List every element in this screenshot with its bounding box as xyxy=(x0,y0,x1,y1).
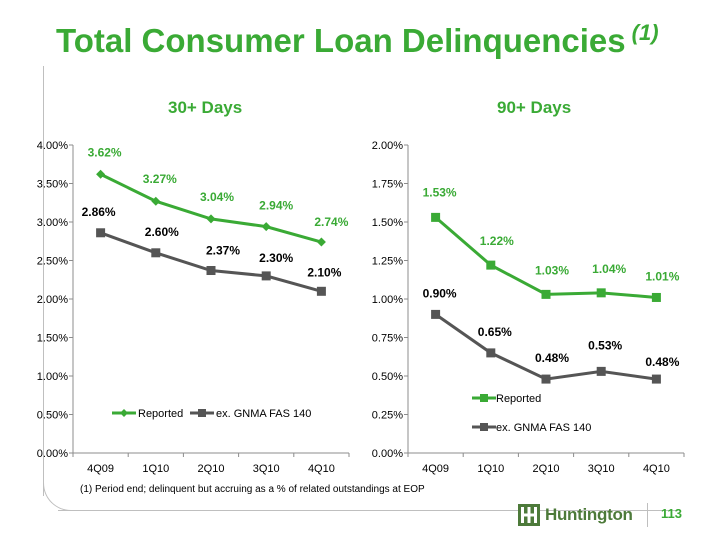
y-tick-label: 0.50% xyxy=(372,371,403,383)
legend-label: ex. GNMA FAS 140 xyxy=(216,408,311,420)
huntington-logo: Huntington xyxy=(515,499,640,531)
y-tick-label: 4.00% xyxy=(37,140,68,152)
data-point xyxy=(206,266,216,276)
data-label: 2.60% xyxy=(145,225,179,239)
page-number-divider xyxy=(647,503,648,527)
frame-line-bottom xyxy=(58,510,678,511)
data-label: 2.74% xyxy=(314,215,348,229)
data-point xyxy=(541,374,551,384)
y-tick-label: 1.50% xyxy=(372,217,403,229)
data-label: 2.86% xyxy=(82,205,116,219)
y-tick-label: 0.00% xyxy=(37,448,68,460)
data-point xyxy=(151,248,161,258)
legend-marker xyxy=(480,394,488,402)
y-tick-label: 2.50% xyxy=(37,256,68,268)
data-point xyxy=(261,222,271,232)
y-tick-label: 1.75% xyxy=(372,179,403,191)
data-label: 3.62% xyxy=(88,145,122,159)
data-point xyxy=(596,366,606,376)
data-point xyxy=(96,228,106,238)
y-tick-label: 2.00% xyxy=(372,140,403,152)
chart-1: 0.00% 0.25% 0.50% 0.75% 1.00% 1.25% 1.50% 1.75%… xyxy=(372,140,685,475)
y-tick-label: 0.75% xyxy=(372,333,403,345)
legend-marker xyxy=(480,423,488,431)
data-label: 2.30% xyxy=(259,251,293,265)
data-label: 2.94% xyxy=(259,199,293,213)
data-point xyxy=(651,374,661,384)
x-tick-label: 3Q10 xyxy=(253,463,280,475)
x-tick-label: 4Q09 xyxy=(422,463,449,475)
data-label: 3.04% xyxy=(200,190,234,204)
data-label: 0.90% xyxy=(423,286,457,300)
huntington-logo-text: Huntington xyxy=(545,505,633,524)
x-tick-label: 4Q10 xyxy=(308,463,335,475)
chart-90-days-title: 90+ Days xyxy=(497,98,572,117)
y-tick-label: 1.00% xyxy=(37,371,68,383)
data-label: 1.03% xyxy=(535,263,569,277)
footnote: (1) Period end; delinquent but accruing … xyxy=(80,484,425,495)
data-label: 0.48% xyxy=(535,351,569,365)
data-point xyxy=(431,309,441,319)
data-label: 3.27% xyxy=(143,172,177,186)
chart-30-days-title: 30+ Days xyxy=(168,98,243,117)
y-tick-label: 1.00% xyxy=(372,294,403,306)
data-point xyxy=(431,212,441,222)
x-tick-label: 4Q10 xyxy=(643,463,670,475)
page-title: Total Consumer Loan Delinquencies (1) xyxy=(56,20,659,60)
data-label: 1.22% xyxy=(480,234,514,248)
frame-line-left xyxy=(43,66,44,496)
data-point xyxy=(206,214,216,224)
legend-marker xyxy=(120,409,128,417)
page-number: 113 xyxy=(661,506,682,521)
x-tick-label: 2Q10 xyxy=(198,463,225,475)
y-tick-label: 3.00% xyxy=(37,217,68,229)
data-label: 0.65% xyxy=(478,325,512,339)
data-point xyxy=(486,260,496,270)
y-tick-label: 3.50% xyxy=(37,179,68,191)
x-tick-label: 4Q09 xyxy=(87,463,114,475)
huntington-logo-icon xyxy=(518,504,540,526)
x-tick-label: 2Q10 xyxy=(533,463,560,475)
data-point xyxy=(96,169,106,179)
title-footnote-marker: (1) xyxy=(631,20,659,45)
data-point xyxy=(316,286,326,296)
chart-0: 0.00% 0.50% 1.00% 1.50% 2.00% 2.50% 3.00% 3.50%… xyxy=(37,140,350,475)
legend-label: ex. GNMA FAS 140 xyxy=(496,422,591,434)
y-tick-label: 2.00% xyxy=(37,294,68,306)
data-point xyxy=(316,237,326,247)
legend: Reported ex. GNMA FAS 140 xyxy=(472,393,591,434)
y-tick-label: 0.00% xyxy=(372,448,403,460)
x-tick-label: 3Q10 xyxy=(588,463,615,475)
data-label: 1.53% xyxy=(423,185,457,199)
legend-marker xyxy=(198,409,206,417)
y-tick-label: 1.50% xyxy=(37,333,68,345)
series-line-1 xyxy=(434,313,657,381)
legend-label: Reported xyxy=(496,393,541,405)
data-point xyxy=(261,271,271,281)
y-tick-label: 0.25% xyxy=(372,410,403,422)
page-title-text: Total Consumer Loan Delinquencies xyxy=(56,22,626,59)
data-point xyxy=(651,292,661,302)
legend-label: Reported xyxy=(138,408,183,420)
y-tick-label: 1.25% xyxy=(372,256,403,268)
data-label: 0.53% xyxy=(588,338,622,352)
series-line-0 xyxy=(434,216,657,299)
x-tick-label: 1Q10 xyxy=(477,463,504,475)
legend: Reported ex. GNMA FAS 140 xyxy=(112,408,311,420)
data-point xyxy=(541,289,551,299)
data-label: 2.10% xyxy=(307,265,341,279)
data-label: 0.48% xyxy=(645,355,679,369)
y-tick-label: 0.50% xyxy=(37,410,68,422)
data-point xyxy=(486,348,496,358)
data-label: 2.37% xyxy=(206,244,240,258)
data-point xyxy=(596,288,606,298)
x-tick-label: 1Q10 xyxy=(142,463,169,475)
data-label: 1.04% xyxy=(592,262,626,276)
data-point xyxy=(151,196,161,206)
data-label: 1.01% xyxy=(645,269,679,283)
